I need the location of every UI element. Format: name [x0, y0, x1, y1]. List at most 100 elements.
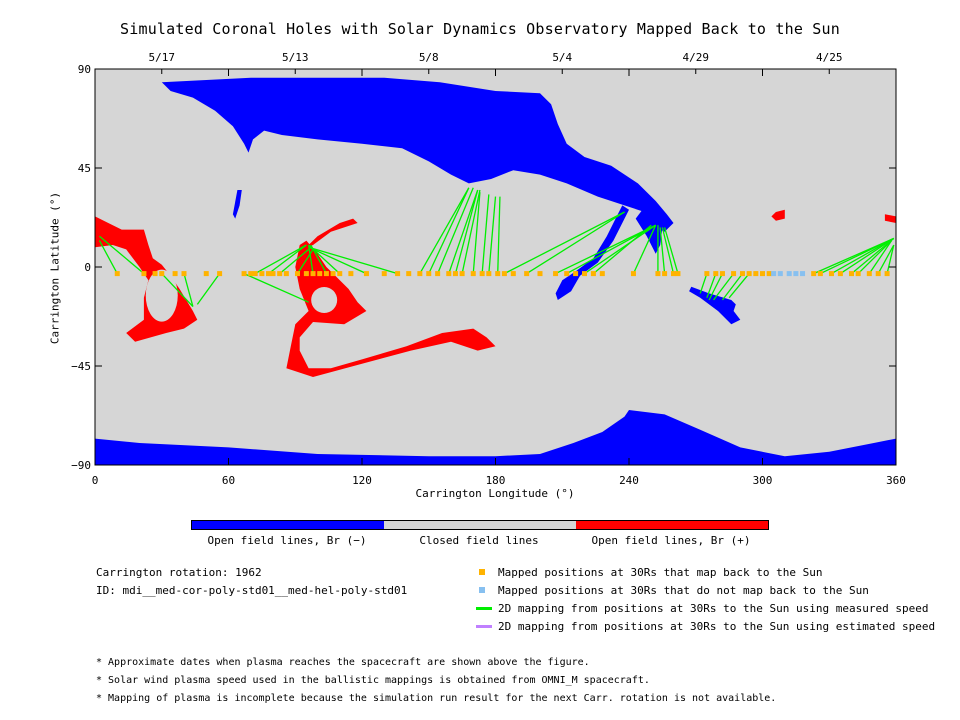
mapping-line	[161, 273, 194, 308]
legend-line-estimated	[476, 625, 492, 628]
mapping-line	[307, 244, 314, 274]
mapping-line	[497, 196, 501, 274]
mapping-line	[454, 189, 479, 274]
mapped-point	[524, 271, 530, 277]
x-tick-label: 180	[486, 474, 506, 487]
mapped-point	[181, 271, 187, 277]
mapping-line	[526, 211, 625, 275]
mapping-line	[98, 240, 118, 274]
mapped-point	[599, 271, 605, 277]
mapping-line	[721, 273, 743, 301]
mapping-line	[268, 244, 307, 275]
mapped-point	[348, 271, 354, 277]
note-incomplete: * Mapping of plasma is incomplete becaus…	[96, 693, 777, 704]
mapping-line	[708, 273, 724, 301]
legend-label-not-mapped: Mapped positions at 30Rs that do not map…	[498, 584, 869, 597]
mapping-line	[661, 227, 675, 274]
date-tick-label: 5/8	[419, 51, 439, 64]
mapped-point	[817, 271, 823, 277]
mapped-point	[582, 271, 587, 277]
edge-positive-coronal-hole	[884, 214, 896, 223]
mapped-point	[760, 271, 765, 277]
mapping-line	[243, 273, 309, 303]
date-tick-label: 4/29	[683, 51, 710, 64]
mapped-point	[452, 271, 458, 277]
mapped-point	[172, 271, 178, 277]
carrington-rotation: Carrington rotation: 1962	[96, 566, 262, 579]
mapped-point	[875, 271, 881, 277]
mapped-point	[152, 271, 158, 277]
legend-swatch-mapped	[479, 569, 485, 575]
mapping-line	[713, 273, 735, 301]
mapping-line	[472, 192, 481, 274]
legend-line-measured	[476, 607, 492, 610]
mapped-point	[459, 271, 465, 277]
x-tick-label: 0	[92, 474, 99, 487]
mapping-line	[99, 235, 145, 275]
unmapped-point	[786, 271, 792, 277]
mapping-line	[308, 246, 367, 275]
mapping-line	[461, 189, 481, 274]
mapped-point	[317, 271, 323, 277]
unmapped-point	[793, 271, 799, 277]
colorbar	[191, 520, 769, 530]
y-tick-label: 0	[84, 261, 91, 274]
mapping-line	[831, 237, 895, 275]
note-speed: * Solar wind plasma speed used in the ba…	[96, 675, 650, 686]
mapped-point	[884, 271, 890, 277]
mapped-point	[573, 271, 579, 277]
x-tick-label: 60	[222, 474, 235, 487]
date-tick-label: 5/13	[282, 51, 309, 64]
mapping-line	[851, 237, 895, 275]
mapping-line	[254, 244, 307, 275]
mapping-line	[488, 196, 497, 274]
mapped-point	[435, 271, 441, 277]
x-axis-label: Carrington Longitude (°)	[415, 487, 575, 500]
colorbar-label-closed: Closed field lines	[419, 534, 539, 547]
mapped-point	[159, 271, 165, 277]
mapping-line	[196, 273, 221, 305]
mapped-point	[655, 271, 661, 277]
mapping-line	[592, 224, 652, 275]
mapped-point	[746, 271, 752, 277]
mapping-line	[481, 194, 490, 274]
mapping-line	[886, 244, 895, 274]
southeast-coronal-hole	[689, 286, 741, 325]
coronal-regions	[95, 69, 896, 465]
mapped-point	[241, 271, 247, 277]
mapped-point	[406, 271, 412, 277]
colorbar-closed	[384, 521, 576, 529]
y-tick-label: 45	[78, 162, 91, 175]
central-positive-coronal-hole	[286, 240, 496, 377]
diagonal-coronal-hole	[555, 205, 629, 300]
mapped-point	[259, 271, 265, 277]
legend-label-mapped: Mapped positions at 30Rs that map back t…	[498, 566, 823, 579]
legend-label-estimated: 2D mapping from positions at 30Rs to the…	[498, 620, 936, 633]
north-extension-coronal-hole	[635, 209, 663, 254]
mapping-points	[114, 271, 890, 277]
mapped-point	[630, 271, 636, 277]
mapped-point	[330, 271, 336, 277]
central-hole-north-spur	[304, 218, 358, 250]
date-tick-label: 5/4	[552, 51, 572, 64]
mapped-point	[828, 271, 834, 277]
mapped-point	[486, 271, 492, 277]
y-axis-label: Carrington Latitude (°)	[48, 191, 62, 345]
closed-island-west	[145, 269, 178, 322]
mapped-point	[811, 271, 817, 277]
mapped-point	[417, 271, 423, 277]
mapped-point	[395, 271, 401, 277]
mapped-point	[252, 271, 258, 277]
mapped-point	[248, 271, 254, 277]
mapped-point	[270, 271, 276, 277]
mapped-point	[537, 271, 543, 277]
mapped-point	[553, 271, 559, 277]
mapping-line	[857, 240, 893, 275]
unmapped-point	[800, 271, 806, 277]
y-tick-label: −45	[71, 360, 91, 373]
mapped-point	[426, 271, 432, 277]
colorbar-label-positive: Open field lines, Br (+)	[591, 534, 751, 547]
axis-ticks: 0 60 120 180 240 300 360 90 45 0 −45 −90 5/17 5/13 5/8…	[71, 51, 906, 487]
mapped-point	[675, 271, 681, 277]
